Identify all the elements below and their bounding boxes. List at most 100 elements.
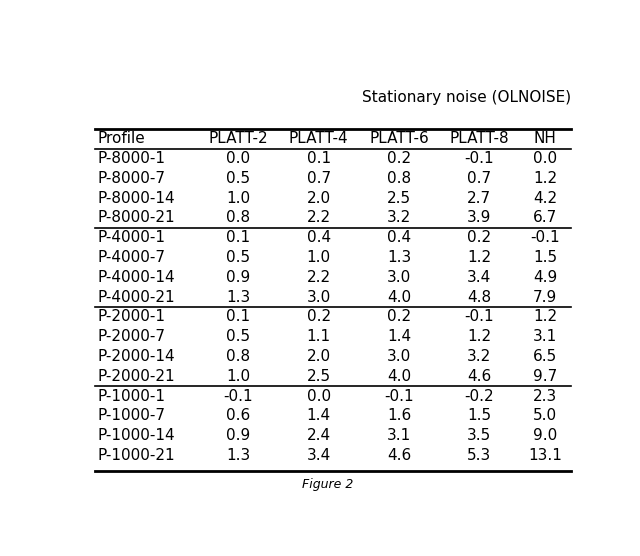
Text: 0.7: 0.7	[307, 171, 331, 186]
Text: 5.0: 5.0	[533, 408, 557, 423]
Text: 3.9: 3.9	[467, 210, 492, 225]
Text: 1.1: 1.1	[307, 329, 331, 344]
Text: -0.1: -0.1	[465, 151, 494, 166]
Text: 1.4: 1.4	[307, 408, 331, 423]
Text: 2.2: 2.2	[307, 270, 331, 285]
Text: PLATT-4: PLATT-4	[289, 131, 349, 146]
Text: 1.0: 1.0	[227, 191, 251, 206]
Text: 0.7: 0.7	[467, 171, 492, 186]
Text: 3.0: 3.0	[387, 270, 411, 285]
Text: 3.2: 3.2	[467, 349, 492, 364]
Text: 0.9: 0.9	[227, 270, 251, 285]
Text: PLATT-8: PLATT-8	[449, 131, 509, 146]
Text: 6.7: 6.7	[533, 210, 557, 225]
Text: 4.0: 4.0	[387, 369, 411, 384]
Text: 0.0: 0.0	[307, 389, 331, 404]
Text: 0.6: 0.6	[227, 408, 251, 423]
Text: 0.2: 0.2	[467, 230, 492, 245]
Text: 0.0: 0.0	[227, 151, 251, 166]
Text: 1.6: 1.6	[387, 408, 411, 423]
Text: 1.0: 1.0	[307, 250, 331, 265]
Text: 3.0: 3.0	[307, 290, 331, 305]
Text: 0.9: 0.9	[227, 428, 251, 443]
Text: 3.1: 3.1	[387, 428, 411, 443]
Text: 0.1: 0.1	[307, 151, 331, 166]
Text: P-4000-1: P-4000-1	[97, 230, 165, 245]
Text: 1.2: 1.2	[467, 250, 492, 265]
Text: P-4000-14: P-4000-14	[97, 270, 175, 285]
Text: 4.0: 4.0	[387, 290, 411, 305]
Text: 1.2: 1.2	[533, 171, 557, 186]
Text: 0.4: 0.4	[307, 230, 331, 245]
Text: 3.4: 3.4	[307, 448, 331, 463]
Text: 0.0: 0.0	[533, 151, 557, 166]
Text: 6.5: 6.5	[533, 349, 557, 364]
Text: PLATT-6: PLATT-6	[369, 131, 429, 146]
Text: 0.5: 0.5	[227, 171, 251, 186]
Text: 1.3: 1.3	[387, 250, 411, 265]
Text: 0.2: 0.2	[387, 309, 411, 324]
Text: P-2000-1: P-2000-1	[97, 309, 165, 324]
Text: 0.4: 0.4	[387, 230, 411, 245]
Text: P-1000-14: P-1000-14	[97, 428, 175, 443]
Text: P-8000-1: P-8000-1	[97, 151, 165, 166]
Text: 1.3: 1.3	[227, 448, 251, 463]
Text: 0.5: 0.5	[227, 329, 251, 344]
Text: Stationary noise (OLNOISE): Stationary noise (OLNOISE)	[362, 90, 571, 105]
Text: P-4000-21: P-4000-21	[97, 290, 175, 305]
Text: 2.2: 2.2	[307, 210, 331, 225]
Text: NH: NH	[534, 131, 557, 146]
Text: 1.4: 1.4	[387, 329, 411, 344]
Text: P-1000-7: P-1000-7	[97, 408, 165, 423]
Text: 2.3: 2.3	[533, 389, 557, 404]
Text: 3.0: 3.0	[387, 349, 411, 364]
Text: 0.1: 0.1	[227, 230, 251, 245]
Text: 9.0: 9.0	[533, 428, 557, 443]
Text: 2.0: 2.0	[307, 191, 331, 206]
Text: 0.5: 0.5	[227, 250, 251, 265]
Text: P-8000-7: P-8000-7	[97, 171, 165, 186]
Text: 5.3: 5.3	[467, 448, 492, 463]
Text: 0.8: 0.8	[227, 349, 251, 364]
Text: 4.9: 4.9	[533, 270, 557, 285]
Text: 13.1: 13.1	[528, 448, 562, 463]
Text: 0.2: 0.2	[387, 151, 411, 166]
Text: 0.8: 0.8	[227, 210, 251, 225]
Text: 1.2: 1.2	[467, 329, 492, 344]
Text: P-2000-14: P-2000-14	[97, 349, 175, 364]
Text: 2.7: 2.7	[467, 191, 492, 206]
Text: P-1000-1: P-1000-1	[97, 389, 165, 404]
Text: 0.1: 0.1	[227, 309, 251, 324]
Text: 4.8: 4.8	[467, 290, 492, 305]
Text: P-8000-21: P-8000-21	[97, 210, 175, 225]
Text: P-4000-7: P-4000-7	[97, 250, 165, 265]
Text: 2.4: 2.4	[307, 428, 331, 443]
Text: 2.5: 2.5	[307, 369, 331, 384]
Text: 1.0: 1.0	[227, 369, 251, 384]
Text: Figure 2: Figure 2	[302, 478, 354, 490]
Text: 3.1: 3.1	[533, 329, 557, 344]
Text: -0.1: -0.1	[465, 309, 494, 324]
Text: 9.7: 9.7	[533, 369, 557, 384]
Text: 1.2: 1.2	[533, 309, 557, 324]
Text: -0.2: -0.2	[465, 389, 494, 404]
Text: 1.5: 1.5	[533, 250, 557, 265]
Text: -0.1: -0.1	[384, 389, 414, 404]
Text: 0.2: 0.2	[307, 309, 331, 324]
Text: P-2000-7: P-2000-7	[97, 329, 165, 344]
Text: 3.2: 3.2	[387, 210, 411, 225]
Text: -0.1: -0.1	[224, 389, 253, 404]
Text: P-8000-14: P-8000-14	[97, 191, 175, 206]
Text: 4.6: 4.6	[387, 448, 411, 463]
Text: P-2000-21: P-2000-21	[97, 369, 175, 384]
Text: 1.3: 1.3	[227, 290, 251, 305]
Text: Profile: Profile	[97, 131, 145, 146]
Text: 4.6: 4.6	[467, 369, 492, 384]
Text: 2.5: 2.5	[387, 191, 411, 206]
Text: 4.2: 4.2	[533, 191, 557, 206]
Text: -0.1: -0.1	[531, 230, 560, 245]
Text: 2.0: 2.0	[307, 349, 331, 364]
Text: 3.5: 3.5	[467, 428, 492, 443]
Text: 3.4: 3.4	[467, 270, 492, 285]
Text: 7.9: 7.9	[533, 290, 557, 305]
